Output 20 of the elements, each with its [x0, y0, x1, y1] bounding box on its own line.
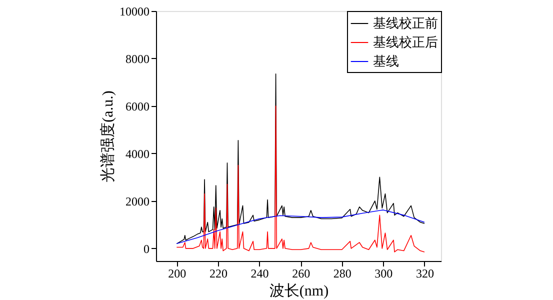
x-tick-label: 320	[416, 266, 434, 280]
y-tick-label: 10000	[120, 4, 150, 18]
y-axis-title: 光谱强度(a.u.)	[100, 90, 116, 182]
line-series	[176, 210, 425, 244]
x-tick-label: 280	[333, 266, 352, 280]
y-tick-label: 6000	[126, 99, 150, 114]
y-tick-label: 0	[144, 242, 150, 256]
y-tick-label: 2000	[126, 194, 150, 208]
x-tick-label: 260	[292, 266, 310, 280]
y-tick-label: 4000	[126, 146, 150, 161]
legend-label: 基线校正前	[373, 16, 438, 30]
legend-label: 基线校正后	[373, 34, 438, 50]
legend-label: 基线	[373, 54, 399, 68]
x-tick-label: 200	[168, 266, 186, 280]
y-tick-label: 8000	[126, 52, 150, 66]
x-tick-label: 220	[209, 266, 228, 280]
x-tick-label: 240	[250, 266, 269, 280]
x-axis-title: 波长(nm)	[269, 282, 329, 300]
x-tick-label: 300	[374, 266, 393, 280]
line-series	[176, 106, 425, 252]
